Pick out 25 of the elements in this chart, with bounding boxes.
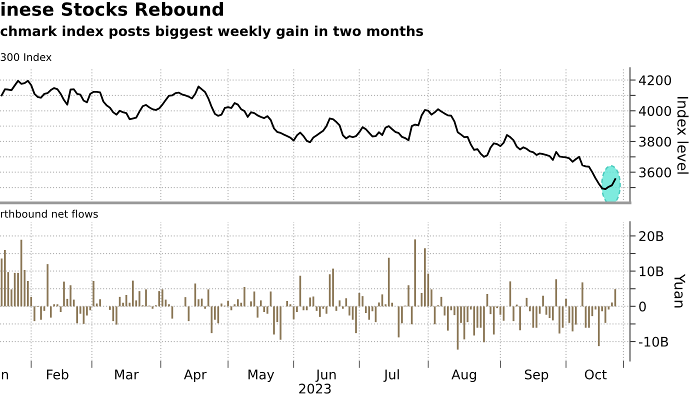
x-axis-title: 2023	[299, 384, 331, 394]
y-tick-label: 20B	[639, 231, 664, 242]
x-tick-label: Jun	[315, 370, 336, 382]
x-tick-label: Apr	[184, 370, 207, 382]
y-tick-label: 4000	[638, 106, 672, 116]
y-tick-label: -10B	[638, 336, 668, 347]
x-tick-label: Feb	[47, 369, 68, 380]
y-axis-title: Index level	[677, 97, 689, 174]
chart-title: inese Stocks Rebound	[2, 2, 223, 16]
y-tick-label: 0	[639, 302, 646, 312]
chart-title: rthbound net flows	[0, 210, 98, 218]
x-tick-label: Sep	[524, 369, 548, 382]
x-tick-label: Oct	[584, 369, 607, 380]
x-tick-label: Mar	[115, 370, 139, 380]
x-tick-label: n	[2, 372, 8, 380]
x-tick-label: Jul	[383, 369, 399, 382]
x-tick-label: May	[248, 370, 274, 382]
y-tick-label: 10B	[640, 266, 664, 276]
y-tick-label: 3800	[639, 136, 672, 147]
y-tick-label: 3600	[639, 167, 672, 178]
y-tick-label: 4200	[638, 75, 672, 86]
chart-subtitle: chmark index posts biggest weekly gain in two months	[0, 26, 424, 39]
x-tick-label: Aug	[452, 370, 476, 382]
text: 300 Index	[0, 52, 52, 62]
y-axis-title: Yuan	[674, 274, 686, 308]
